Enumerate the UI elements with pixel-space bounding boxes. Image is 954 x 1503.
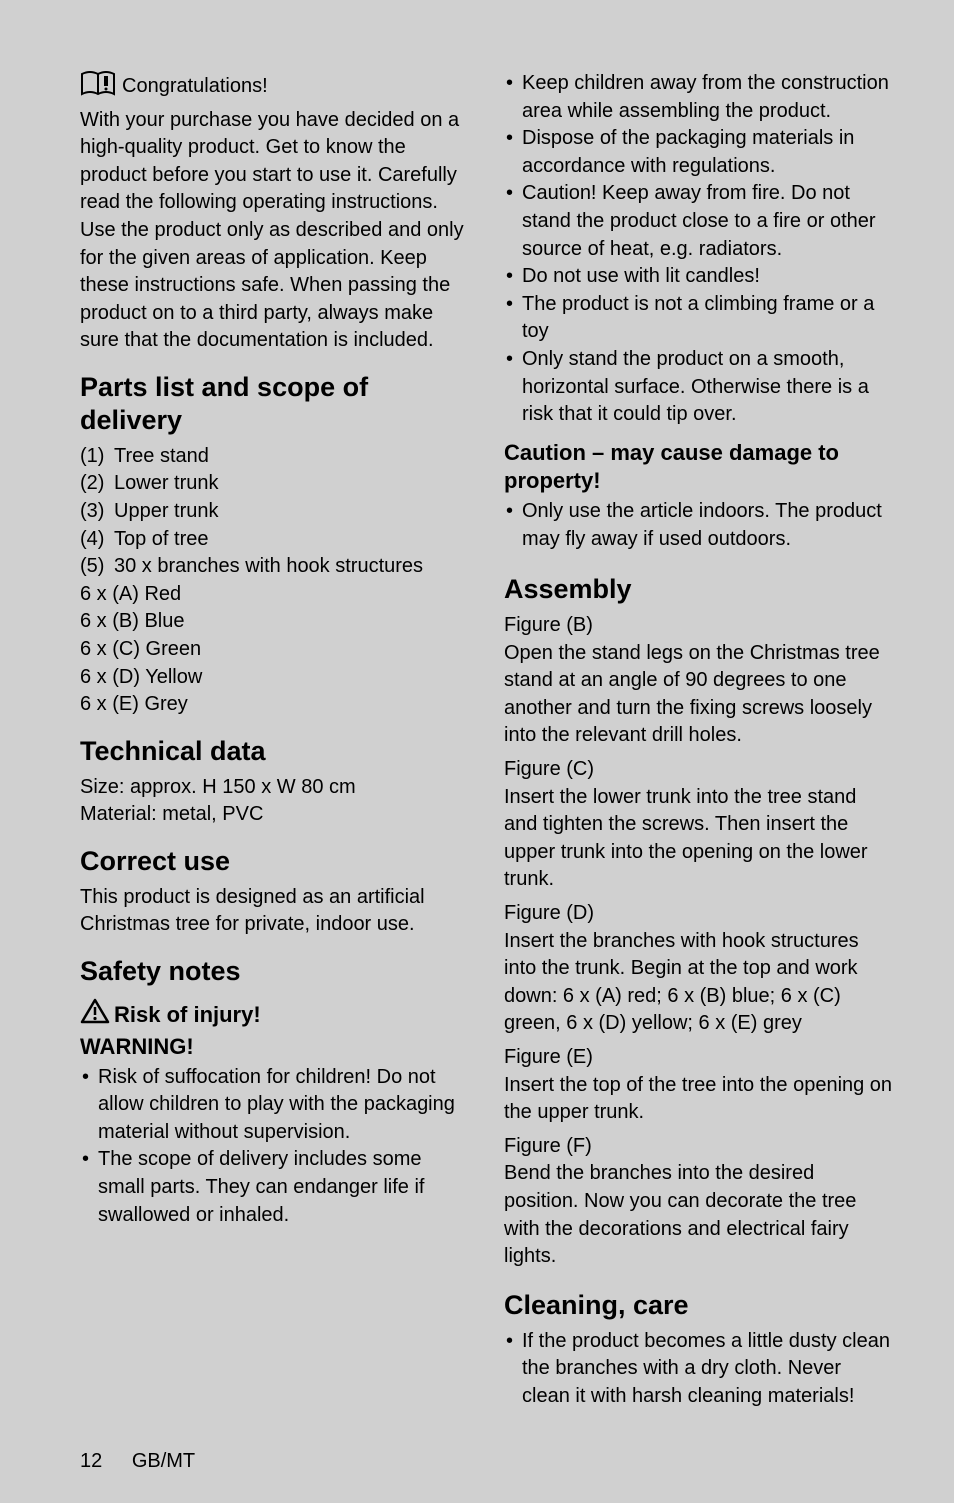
bullet-item: Keep children away from the construction… [504, 70, 894, 125]
cleaning-bullets: If the product becomes a little dusty cl… [504, 1328, 894, 1411]
safety-heading: Safety notes [80, 955, 470, 988]
left-column: Congratulations! With your purchase you … [80, 70, 470, 1410]
assembly-body: Bend the branches into the desired posit… [504, 1160, 894, 1270]
parts-num: (3) [80, 498, 114, 526]
figure-label: Figure (B) [504, 612, 894, 640]
page-number: 12 [80, 1450, 102, 1472]
parts-num: (2) [80, 470, 114, 498]
assembly-heading: Assembly [504, 573, 894, 606]
parts-text: Top of tree [114, 526, 209, 554]
bullet-item: Dispose of the packaging materials in ac… [504, 125, 894, 180]
bullet-item: Only use the article indoors. The produc… [504, 498, 894, 553]
parts-item: (4)Top of tree [80, 526, 470, 554]
tech-line: Material: metal, PVC [80, 801, 470, 829]
parts-color: 6 x (E) Grey [80, 691, 470, 719]
parts-text: Lower trunk [114, 470, 219, 498]
bullet-item: The product is not a climbing frame or a… [504, 291, 894, 346]
assembly-body: Insert the branches with hook structures… [504, 928, 894, 1038]
bullet-item: Do not use with lit candles! [504, 263, 894, 291]
figure-label: Figure (D) [504, 900, 894, 928]
parts-color: 6 x (B) Blue [80, 608, 470, 636]
cleaning-heading: Cleaning, care [504, 1289, 894, 1322]
right-column: Keep children away from the construction… [504, 70, 894, 1410]
parts-heading: Parts list and scope of delivery [80, 371, 470, 437]
parts-text: 30 x branches with hook structures [114, 553, 423, 581]
safety-bullets-right: Keep children away from the construction… [504, 70, 894, 429]
intro-paragraph: Congratulations! With your purchase you … [80, 70, 470, 355]
warning-triangle-icon [80, 998, 110, 1033]
caution-heading: Caution – may cause damage to property! [504, 439, 894, 496]
parts-item: (3)Upper trunk [80, 498, 470, 526]
correct-use-heading: Correct use [80, 845, 470, 878]
columns-wrapper: Congratulations! With your purchase you … [80, 70, 894, 1410]
warning-text: WARNING! [80, 1033, 470, 1062]
figure-label: Figure (E) [504, 1044, 894, 1072]
bullet-item: The scope of delivery includes some smal… [80, 1146, 470, 1229]
bullet-item: Only stand the product on a smooth, hori… [504, 346, 894, 429]
intro-body: With your purchase you have decided on a… [80, 109, 464, 352]
correct-use-body: This product is designed as an artificia… [80, 884, 470, 939]
figure-label: Figure (C) [504, 756, 894, 784]
bullet-item: If the product becomes a little dusty cl… [504, 1328, 894, 1411]
caution-bullets: Only use the article indoors. The produc… [504, 498, 894, 553]
page-footer: 12 GB/MT [80, 1450, 894, 1473]
parts-color: 6 x (A) Red [80, 581, 470, 609]
assembly-body: Insert the lower trunk into the tree sta… [504, 784, 894, 894]
footer-region: GB/MT [132, 1450, 195, 1472]
parts-item: (1)Tree stand [80, 443, 470, 471]
parts-list: (1)Tree stand (2)Lower trunk (3)Upper tr… [80, 443, 470, 719]
parts-num: (1) [80, 443, 114, 471]
info-book-icon [80, 70, 116, 107]
parts-color: 6 x (C) Green [80, 636, 470, 664]
risk-heading-text: Risk of injury! [114, 1002, 261, 1027]
parts-num: (4) [80, 526, 114, 554]
parts-item: (2)Lower trunk [80, 470, 470, 498]
assembly-body: Insert the top of the tree into the open… [504, 1072, 894, 1127]
parts-text: Upper trunk [114, 498, 219, 526]
parts-color: 6 x (D) Yellow [80, 664, 470, 692]
assembly-body: Open the stand legs on the Christmas tre… [504, 640, 894, 750]
parts-num: (5) [80, 553, 114, 581]
tech-line: Size: approx. H 150 x W 80 cm [80, 774, 470, 802]
congrats-text: Congratulations! [122, 75, 268, 97]
figure-label: Figure (F) [504, 1133, 894, 1161]
bullet-item: Risk of suffocation for children! Do not… [80, 1064, 470, 1147]
parts-text: Tree stand [114, 443, 209, 471]
parts-item: (5)30 x branches with hook structures [80, 553, 470, 581]
page: Congratulations! With your purchase you … [0, 0, 954, 1503]
risk-heading: Risk of injury! [80, 998, 470, 1033]
bullet-item: Caution! Keep away from fire. Do not sta… [504, 180, 894, 263]
tech-heading: Technical data [80, 735, 470, 768]
safety-bullets-left: Risk of suffocation for children! Do not… [80, 1064, 470, 1230]
